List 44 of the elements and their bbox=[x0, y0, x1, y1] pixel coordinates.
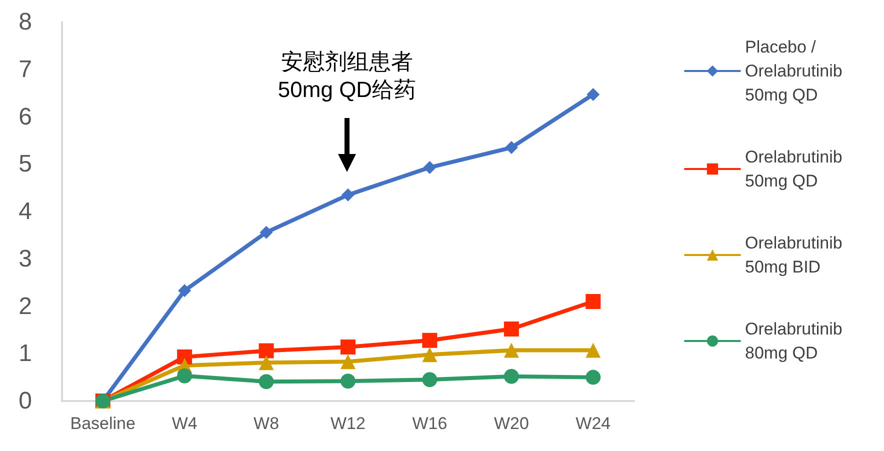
y-tick-label: 0 bbox=[18, 388, 32, 414]
point bbox=[586, 370, 601, 385]
point bbox=[177, 349, 192, 364]
y-tick-label: 7 bbox=[18, 56, 32, 83]
point bbox=[177, 368, 192, 384]
point bbox=[178, 284, 192, 298]
point bbox=[422, 372, 438, 388]
legend-label: Orelabrutinib 50mg QD bbox=[745, 148, 848, 190]
y-tick-label: 2 bbox=[18, 292, 32, 320]
point bbox=[340, 339, 356, 354]
x-tick-label: W12 bbox=[330, 414, 366, 433]
point bbox=[260, 226, 273, 239]
annotation: 安慰剂组患者 50mg QD给药 bbox=[276, 48, 418, 104]
x-tick-label: W16 bbox=[412, 414, 448, 433]
x-tick-label: W20 bbox=[494, 414, 529, 433]
x-tick-label: Baseline bbox=[70, 414, 136, 433]
y-tick-label: 6 bbox=[18, 103, 32, 130]
point bbox=[586, 294, 601, 310]
y-tick-label: 3 bbox=[18, 245, 32, 272]
point bbox=[258, 374, 274, 390]
point bbox=[423, 160, 436, 174]
legend-label: Orelabrutinib 80mg QD bbox=[745, 320, 848, 362]
y-tick-label: 5 bbox=[18, 150, 32, 178]
point bbox=[340, 354, 356, 370]
point bbox=[422, 332, 438, 348]
point bbox=[586, 342, 601, 358]
y-tick-label: 4 bbox=[18, 198, 32, 225]
point bbox=[586, 88, 600, 101]
x-tick-label: W24 bbox=[576, 414, 611, 433]
point bbox=[504, 141, 518, 154]
point bbox=[422, 347, 438, 362]
legend-label: Placebo / Orelabrutinib 50mg QD bbox=[745, 38, 848, 104]
y-tick-label: 8 bbox=[18, 8, 32, 36]
legend-label: Orelabrutinib 50mg BID bbox=[745, 234, 848, 276]
y-tick-label: 1 bbox=[18, 340, 32, 368]
x-tick-label: W4 bbox=[172, 414, 198, 433]
x-tick-label: W8 bbox=[254, 414, 280, 433]
point bbox=[258, 343, 274, 358]
point bbox=[504, 342, 519, 358]
point bbox=[504, 321, 519, 336]
point bbox=[342, 188, 354, 202]
point bbox=[340, 374, 356, 389]
point bbox=[504, 368, 519, 384]
point bbox=[258, 355, 274, 370]
